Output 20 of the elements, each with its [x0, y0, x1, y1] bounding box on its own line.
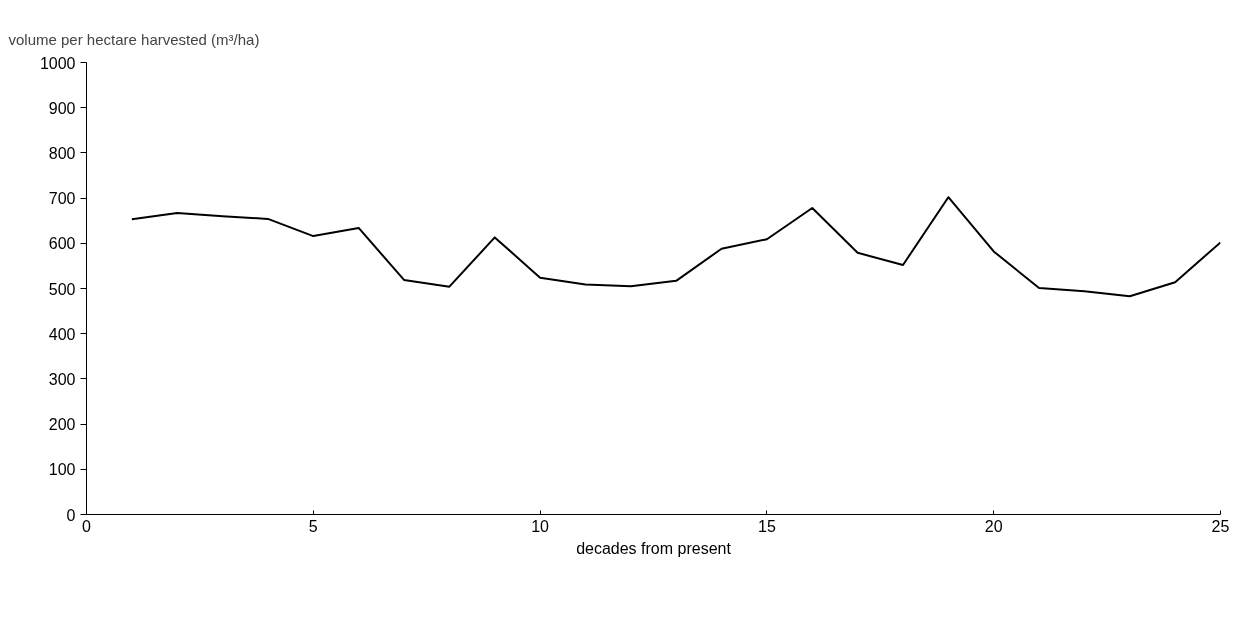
x-tick-label: 5: [308, 517, 318, 535]
y-tick-label: 800: [48, 144, 76, 162]
y-tick-label: 500: [48, 280, 76, 298]
x-tick-label: 25: [1211, 517, 1230, 535]
y-tick-label: 1000: [39, 54, 76, 72]
line-series: [130, 196, 1221, 298]
x-tick-label: 15: [758, 517, 776, 535]
x-tick-label: 10: [531, 517, 550, 535]
y-tick-label: 700: [48, 190, 76, 208]
x-axis-title: decades from present: [576, 539, 732, 557]
y-tick-label: 100: [48, 461, 76, 479]
y-tick-label: 900: [48, 99, 76, 117]
y-tick-label: 200: [48, 416, 76, 434]
y-tick-label: 400: [48, 325, 76, 343]
x-tick-label: 20: [984, 517, 1003, 535]
y-tick-label: 0: [66, 506, 76, 524]
y-axis-title: volume per hectare harvested (m³/ha): [8, 30, 260, 48]
x-tick-label: 0: [82, 517, 92, 535]
y-tick-label: 300: [48, 370, 76, 388]
y-tick-label: 600: [48, 235, 76, 253]
